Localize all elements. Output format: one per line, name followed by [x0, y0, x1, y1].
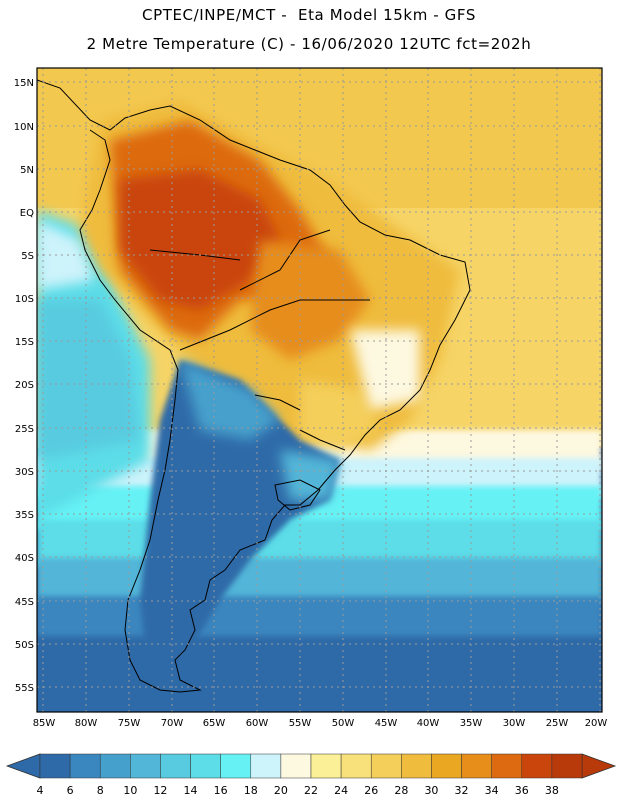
colorbar-tick-label: 36 [515, 784, 529, 797]
colorbar-cell [340, 753, 372, 779]
colorbar-low-arrow [5, 753, 41, 779]
lon-label: 30W [503, 718, 526, 729]
lon-label: 85W [33, 718, 56, 729]
title-line-1: CPTEC/INPE/MCT - Eta Model 15km - GFS [142, 6, 476, 24]
colorbar-tick-label: 24 [334, 784, 348, 797]
lon-label: 35W [460, 718, 483, 729]
lat-label: 5S [21, 251, 34, 262]
lon-label: 45W [375, 718, 398, 729]
coastline [37, 79, 471, 693]
lon-label: 75W [118, 718, 141, 729]
colorbar-tick-label: 26 [364, 784, 378, 797]
lat-label: 50S [15, 640, 34, 651]
colorbar-cell [250, 753, 282, 779]
colorbar-tick-label: 10 [123, 784, 137, 797]
lon-label: 20W [585, 718, 608, 729]
lat-label: 55S [15, 683, 34, 694]
colorbar-cell [401, 753, 432, 779]
lon-label: 80W [75, 718, 98, 729]
colorbar-tick-label: 4 [37, 784, 44, 797]
lon-label: 50W [332, 718, 355, 729]
colorbar-cell [280, 753, 312, 779]
map-border [36, 67, 603, 713]
lat-label: 5N [20, 165, 34, 176]
colorbar-tick-label: 22 [304, 784, 318, 797]
colorbar-cell [160, 753, 191, 779]
colorbar-high-arrow [581, 753, 617, 779]
colorbar-cell [491, 753, 523, 779]
lon-label: 40W [417, 718, 440, 729]
lon-label: 65W [203, 718, 226, 729]
colorbar-cell [310, 753, 342, 779]
lat-label: 10N [14, 122, 34, 133]
colorbar-tick-label: 12 [153, 784, 167, 797]
lon-label: 60W [246, 718, 269, 729]
graticule [37, 68, 602, 712]
colorbar-tick-label: 30 [424, 784, 438, 797]
lon-label: 55W [289, 718, 312, 729]
lat-label: 35S [15, 510, 34, 521]
colorbar-tick-label: 32 [455, 784, 469, 797]
colorbar-tick-label: 28 [394, 784, 408, 797]
lat-label: 25S [15, 424, 34, 435]
lat-label: 10S [15, 294, 34, 305]
colorbar-cell [521, 753, 553, 779]
lat-label: 20S [15, 380, 34, 391]
colorbar-cell [39, 753, 71, 779]
colorbar-cell [220, 753, 252, 779]
map-field [37, 68, 602, 712]
lat-label: 30S [15, 467, 34, 478]
colorbar-tick-label: 20 [274, 784, 288, 797]
colorbar-cell [431, 753, 462, 779]
title-line-2: 2 Metre Temperature (C) - 16/06/2020 12U… [86, 35, 532, 53]
lat-label: 15N [14, 78, 34, 89]
colorbar-tick-label: 14 [184, 784, 198, 797]
colorbar-cell [130, 753, 161, 779]
colorbar-cell [99, 753, 131, 779]
colorbar-tick-label: 18 [244, 784, 258, 797]
colorbar-cell [551, 753, 583, 779]
lon-label: 70W [161, 718, 184, 729]
colorbar-tick-label: 6 [67, 784, 74, 797]
colorbar-cell [370, 753, 402, 779]
lat-label: 15S [15, 337, 34, 348]
lat-label: EQ [20, 208, 34, 219]
lat-label: 40S [15, 553, 34, 564]
colorbar-tick-label: 38 [545, 784, 559, 797]
colorbar-tick-label: 8 [97, 784, 104, 797]
lat-label: 45S [15, 597, 34, 608]
colorbar-cell [69, 753, 101, 779]
colorbar-tick-label: 16 [214, 784, 228, 797]
colorbar-cell [461, 753, 492, 779]
colorbar: 4 6 8 10 12 14 16 18 20 22 24 26 28 30 32 34 36 38 [5, 753, 617, 797]
lon-label: 25W [546, 718, 569, 729]
colorbar-tick-label: 34 [485, 784, 499, 797]
colorbar-cell [190, 753, 221, 779]
